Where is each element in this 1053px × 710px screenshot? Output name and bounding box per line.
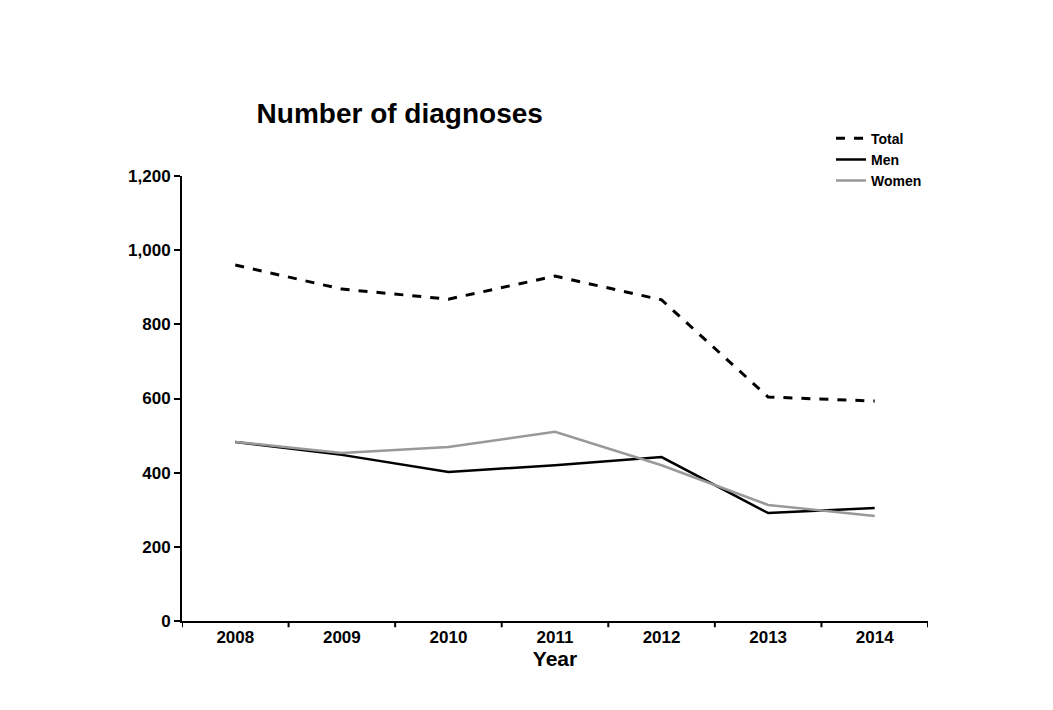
svg-text:Women: Women (871, 173, 921, 189)
svg-text:2014: 2014 (856, 628, 894, 647)
svg-text:600: 600 (142, 389, 170, 408)
svg-text:800: 800 (142, 315, 170, 334)
svg-text:2012: 2012 (643, 628, 681, 647)
svg-text:200: 200 (142, 538, 170, 557)
svg-text:2011: 2011 (537, 628, 574, 647)
svg-text:Men: Men (871, 152, 899, 168)
svg-text:1,200: 1,200 (128, 167, 171, 186)
svg-text:1,000: 1,000 (128, 241, 171, 260)
svg-text:400: 400 (142, 464, 170, 483)
svg-text:2010: 2010 (430, 628, 468, 647)
svg-text:Year: Year (533, 647, 577, 670)
svg-text:2008: 2008 (216, 628, 254, 647)
svg-text:2013: 2013 (749, 628, 787, 647)
svg-text:2009: 2009 (323, 628, 361, 647)
svg-text:Number of diagnoses: Number of diagnoses (257, 98, 543, 129)
svg-text:0: 0 (161, 612, 170, 631)
svg-text:Total: Total (871, 131, 903, 147)
